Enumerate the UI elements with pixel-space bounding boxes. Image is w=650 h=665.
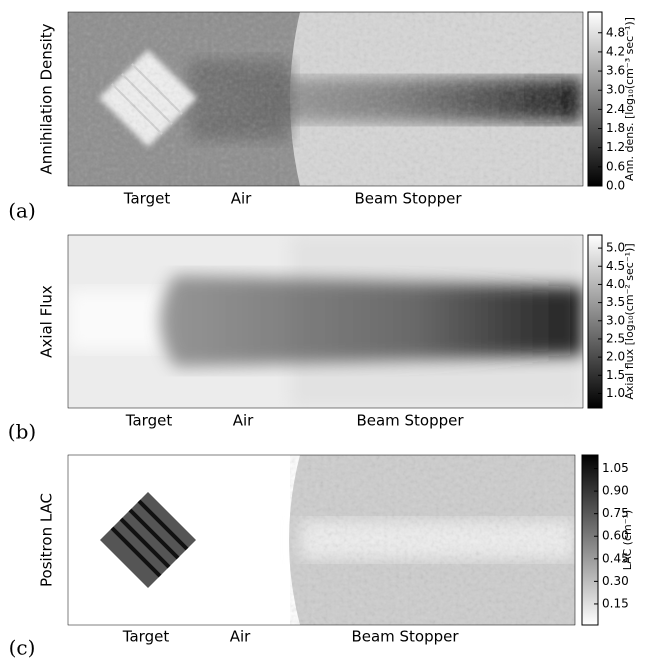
colorbar-tick-label: 1.8 [606, 121, 625, 135]
y-axis-label: Annihilation Density [38, 23, 56, 174]
colorbar-tick-label: 0.45 [602, 551, 629, 565]
colorbar-tick-label: 5.0 [606, 241, 625, 255]
x-category-label: Air [230, 628, 251, 646]
colorbar-tick-label: 4.2 [606, 44, 625, 58]
colorbar-tick-label: 1.05 [602, 461, 629, 475]
colorbar-tick-label: 0.30 [602, 574, 629, 588]
colorbar-tick-label: 2.0 [606, 350, 625, 364]
heatmap-c [68, 455, 575, 625]
panel-label: (a) [8, 199, 36, 223]
x-category-label: Beam Stopper [356, 412, 464, 430]
heatmap-b [68, 235, 583, 408]
colorbar-tick-label: 4.5 [606, 259, 625, 273]
colorbar-tick-label: 0.0 [606, 179, 625, 193]
x-category-label: Target [125, 412, 173, 430]
colorbar-tick-label: 1.5 [606, 368, 625, 382]
x-category-label: Target [122, 628, 170, 646]
panel-label: (c) [9, 636, 36, 660]
y-axis-label: Axial Flux [38, 285, 56, 358]
colorbar-tick-label: 3.0 [606, 83, 625, 97]
panel-label: (b) [8, 420, 36, 444]
colorbar-tick-label: 3.5 [606, 295, 625, 309]
colorbar-tick-label: 4.8 [606, 25, 625, 39]
x-category-label: Target [123, 190, 171, 208]
x-category-label: Air [231, 190, 252, 208]
colorbar-tick-label: 0.6 [606, 159, 625, 173]
heatmap-a [68, 12, 583, 186]
colorbar-label: Ann. dens. [log₁₀(cm⁻³ sec⁻¹)] [623, 17, 636, 181]
colorbar-tick-label: 0.15 [602, 596, 629, 610]
colorbar-tick-label: 0.90 [602, 484, 629, 498]
colorbar [587, 234, 603, 409]
colorbar-tick-label: 1.0 [606, 386, 625, 400]
colorbar-tick-label: 2.5 [606, 331, 625, 345]
colorbar-tick-label: 1.2 [606, 140, 625, 154]
x-category-label: Air [233, 412, 254, 430]
colorbar [581, 454, 599, 626]
colorbar-tick-label: 0.60 [602, 529, 629, 543]
colorbar-tick-label: 0.75 [602, 506, 629, 520]
colorbar-tick-label: 3.6 [606, 64, 625, 78]
y-axis-label: Positron LAC [38, 493, 56, 587]
colorbar [587, 11, 603, 187]
x-category-label: Beam Stopper [351, 628, 459, 646]
colorbar-label: Axial flux [log₁₀(cm⁻² sec⁻¹)] [623, 243, 636, 399]
colorbar-label: LAC (cm⁻¹) [621, 510, 634, 570]
x-category-label: Beam Stopper [354, 190, 462, 208]
colorbar-tick-label: 4.0 [606, 277, 625, 291]
colorbar-tick-label: 2.4 [606, 102, 625, 116]
colorbar-tick-label: 3.0 [606, 313, 625, 327]
